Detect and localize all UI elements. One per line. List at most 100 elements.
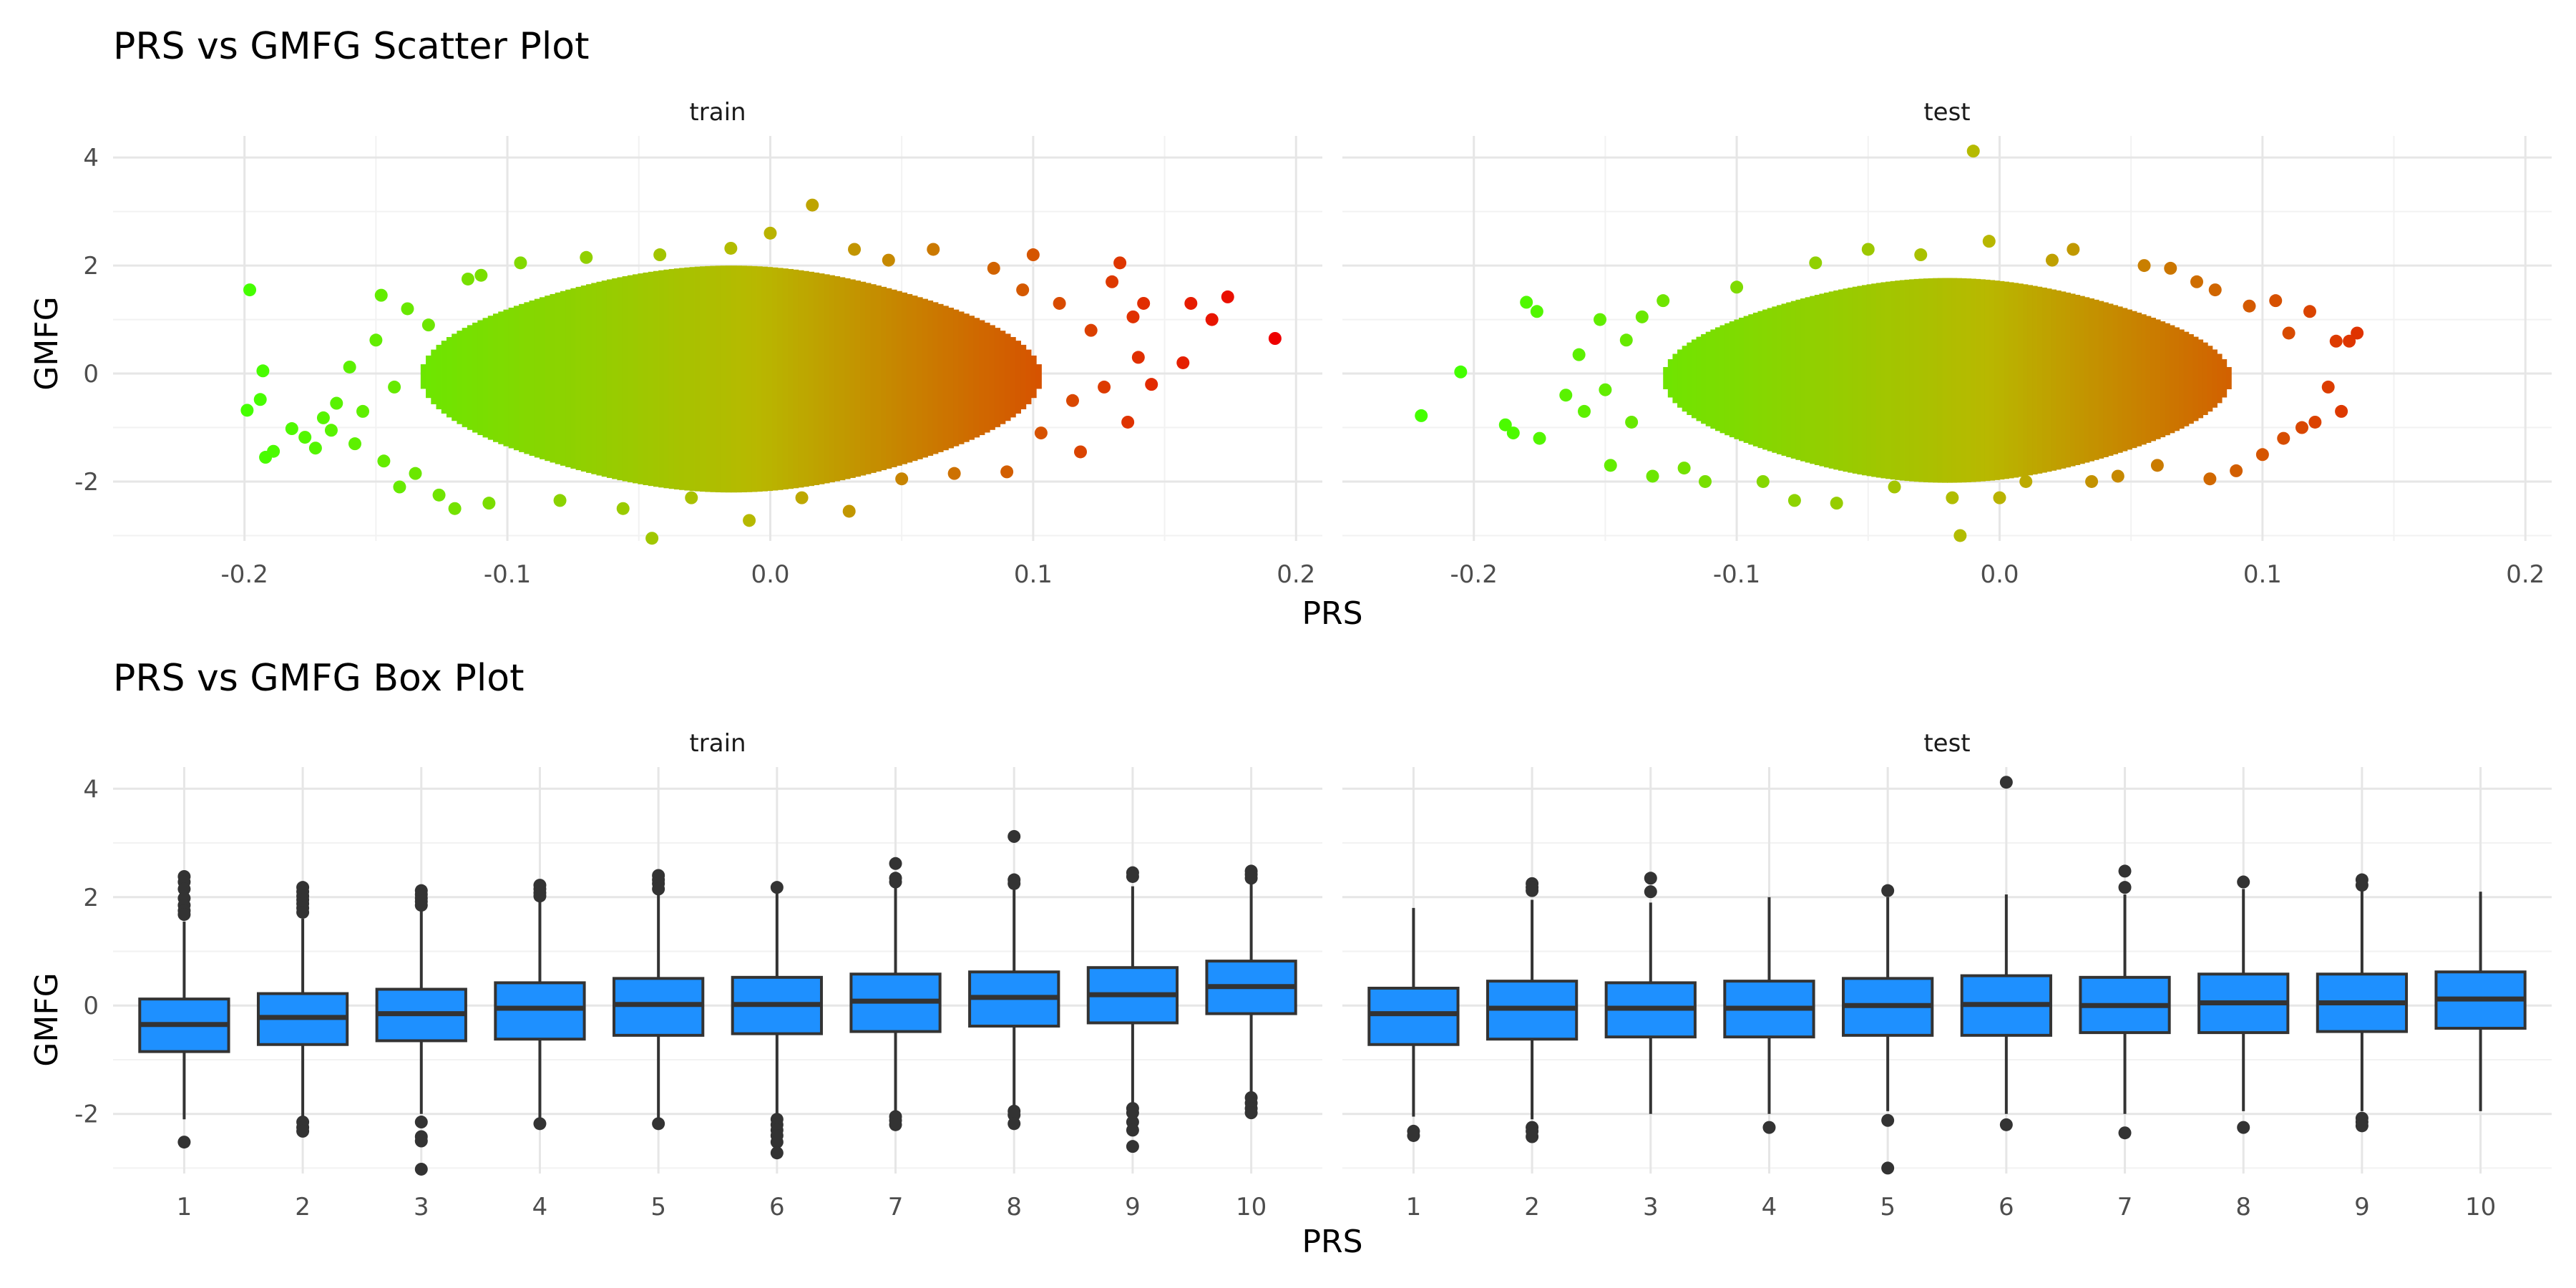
outlier-point <box>177 882 191 896</box>
outlier-point <box>1999 776 2013 789</box>
density-slab <box>575 286 582 471</box>
outlier-point <box>2237 1121 2250 1134</box>
density-slab <box>1999 280 2005 480</box>
y-tick-label: -2 <box>74 1101 99 1129</box>
density-slab <box>1895 280 1901 480</box>
density-slab <box>1748 314 1754 445</box>
scatter-section: PRS vs GMFG Scatter Plot train -0.2 -0.1 0… <box>29 25 2552 632</box>
density-slab <box>560 291 567 466</box>
outlier-point <box>2355 879 2368 892</box>
density-slab <box>643 272 649 485</box>
scatter-point <box>616 502 630 515</box>
outlier-point <box>1244 1106 1258 1120</box>
density-slab <box>457 331 463 424</box>
scatter-point <box>1699 474 1712 488</box>
density-slab <box>1743 316 1750 443</box>
density-slab <box>2032 286 2038 475</box>
density-slab <box>2089 298 2095 462</box>
density-slab <box>2197 339 2204 419</box>
x-tick-label: -0.1 <box>1713 560 1760 589</box>
scatter-strip-train: train <box>689 98 746 127</box>
density-slab <box>694 266 701 492</box>
density-slab <box>648 271 654 487</box>
density-slab <box>2216 353 2223 404</box>
density-slab <box>1937 278 1943 483</box>
density-slab <box>1918 278 1924 482</box>
density-slab <box>798 270 804 488</box>
density-slab <box>606 279 613 478</box>
density-slab <box>860 281 867 476</box>
density-slab <box>1942 278 1948 483</box>
density-slab <box>2103 302 2109 457</box>
scatter-point <box>448 502 462 515</box>
density-slab <box>880 286 887 471</box>
density-slab <box>2174 327 2180 431</box>
scatter-point <box>1946 491 1959 504</box>
scatter-point <box>1599 383 1612 396</box>
outlier-point <box>414 899 428 912</box>
scatter-point <box>1888 480 1901 494</box>
scatter-point <box>1756 474 1770 488</box>
density-slab <box>638 273 644 484</box>
density-slab <box>896 291 902 466</box>
density-slab <box>555 292 561 464</box>
density-slab <box>550 293 556 463</box>
scatter-point <box>1594 313 1607 326</box>
x-tick-label: 9 <box>1125 1193 1141 1221</box>
scatter-point <box>1635 310 1649 323</box>
scatter-point <box>2045 253 2059 267</box>
scatter-point <box>243 283 257 297</box>
scatter-test-x-ticks: -0.2 -0.1 0.0 0.1 0.2 <box>1450 560 2545 589</box>
scatter-point <box>369 333 383 347</box>
scatter-point <box>330 396 343 410</box>
outlier-point <box>652 882 665 896</box>
density-slab <box>942 306 949 451</box>
scatter-point <box>1533 431 1546 445</box>
density-slab <box>1848 287 1853 473</box>
outlier-point <box>1244 872 1258 885</box>
scatter-point <box>388 380 401 394</box>
density-slab <box>979 320 985 436</box>
scatter-point <box>553 494 567 507</box>
density-slab <box>2226 366 2232 389</box>
density-slab <box>1710 329 1716 429</box>
scatter-point <box>1677 462 1691 475</box>
scatter-point <box>474 268 488 282</box>
scatter-point <box>324 424 338 437</box>
x-tick-label: 7 <box>2117 1193 2133 1221</box>
scatter-point <box>1113 256 1127 270</box>
scatter-point <box>724 241 738 255</box>
density-slab <box>580 285 587 472</box>
density-slab <box>1838 289 1844 471</box>
scatter-point <box>645 532 659 545</box>
density-slab <box>705 265 711 492</box>
box-test-grid <box>1342 767 2552 1174</box>
density-slab <box>570 288 577 469</box>
scatter-point <box>2335 404 2348 418</box>
density-slab <box>524 302 530 454</box>
scatter-point <box>2230 464 2243 477</box>
density-slab <box>1767 308 1773 452</box>
density-slab <box>2018 283 2024 477</box>
outlier-point <box>1407 1128 1420 1142</box>
density-slab <box>984 322 990 433</box>
x-tick-label: 8 <box>1006 1193 1022 1221</box>
scatter-point <box>1106 275 1119 288</box>
box-body <box>494 981 586 1041</box>
density-slab <box>700 266 706 492</box>
density-slab <box>1739 317 1745 441</box>
scatter-point <box>461 272 474 286</box>
density-slab <box>829 275 835 483</box>
scatter-point <box>1914 248 1928 262</box>
density-slab <box>596 281 602 476</box>
box-5 <box>613 869 705 1131</box>
outlier-point <box>1126 869 1139 883</box>
scatter-point <box>1184 296 1198 310</box>
density-slab <box>1672 353 1679 404</box>
density-slab <box>973 318 980 438</box>
density-slab <box>1795 299 1801 460</box>
density-slab <box>2183 331 2190 426</box>
box-panel-test: test 1 2 3 4 5 6 7 8 9 10 <box>1342 729 2552 1221</box>
density-slab <box>482 318 489 438</box>
density-slab <box>668 268 675 489</box>
